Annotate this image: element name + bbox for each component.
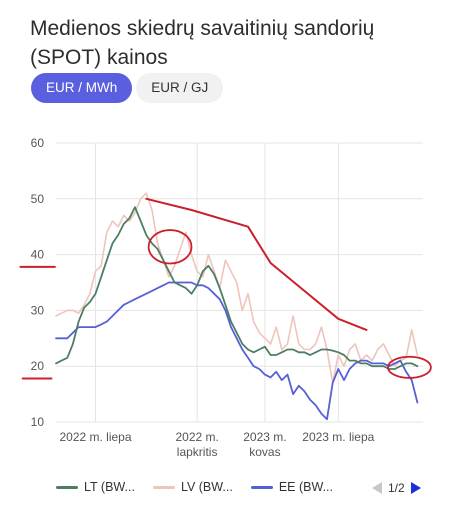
series-line-lt — [55, 206, 419, 370]
annotation-circle — [387, 355, 432, 379]
x-tick-label: 2023 m. — [243, 430, 286, 444]
series-line-lv — [55, 192, 419, 384]
triangle-right-icon[interactable] — [410, 482, 421, 494]
chart-legend: LT (BW... LV (BW... EE (BW... — [56, 480, 351, 494]
legend-swatch-ee — [250, 485, 273, 489]
y-tick-label: 60 — [31, 136, 45, 150]
legend-label-ee: EE (BW... — [278, 480, 333, 494]
legend-swatch-lv — [152, 485, 175, 489]
unit-eur-gj-button[interactable]: EUR / GJ — [136, 73, 224, 103]
y-tick-label: 40 — [31, 248, 45, 262]
triangle-left-icon[interactable] — [372, 482, 382, 494]
y-tick-label: 30 — [31, 303, 45, 317]
annotation-trend-line — [145, 197, 368, 331]
series-line-ee — [55, 281, 419, 421]
x-tick-label: 2022 m. liepa — [59, 430, 131, 444]
x-tick-label: 2022 m. — [175, 430, 218, 444]
legend-item-lv[interactable]: LV (BW... — [152, 480, 233, 494]
legend-item-lt[interactable]: LT (BW... — [56, 480, 135, 494]
legend-label-lt: LT (BW... — [84, 480, 135, 494]
x-tick-label: 2023 m. liepa — [302, 430, 374, 444]
unit-toggle: EUR / MWh EUR / GJ — [31, 73, 224, 103]
y-tick-label: 50 — [31, 192, 45, 206]
pager-text: 1/2 — [388, 481, 405, 495]
legend-label-lv: LV (BW... — [180, 480, 233, 494]
legend-swatch-lt — [56, 485, 78, 489]
chart-title: Medienos skiedrų savaitinių sandorių (SP… — [30, 17, 375, 69]
x-tick-label: lapkritis — [177, 445, 218, 459]
y-tick-label: 20 — [31, 359, 45, 373]
x-tick-label: kovas — [249, 445, 280, 459]
legend-item-ee[interactable]: EE (BW... — [250, 480, 333, 494]
annotation-circle — [147, 229, 193, 265]
y-tick-label: 10 — [31, 415, 45, 429]
unit-eur-mwh-button[interactable]: EUR / MWh — [31, 73, 133, 103]
legend-pager: 1/2 — [372, 481, 421, 495]
